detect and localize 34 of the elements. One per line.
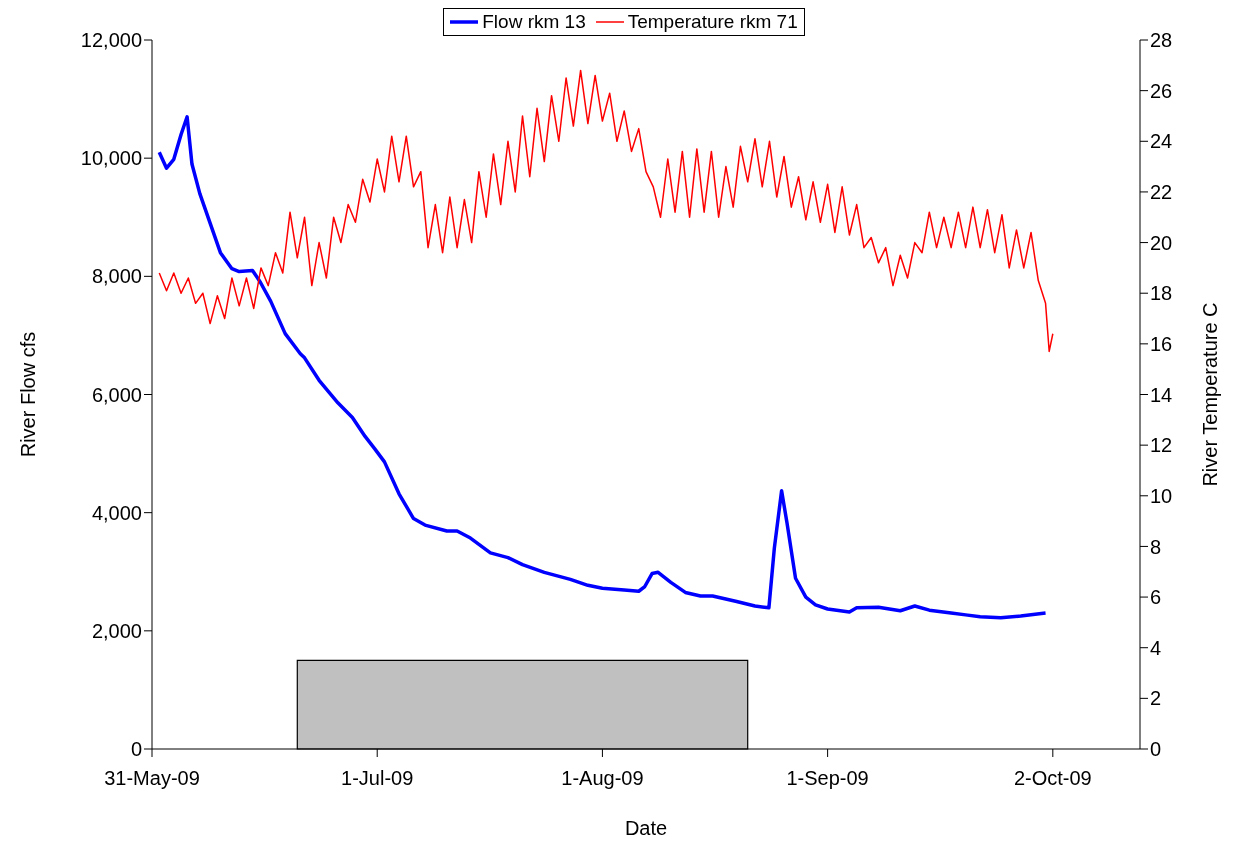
y2-tick-label: 18 [1150, 282, 1173, 305]
x-tick-label: 2-Oct-09 [1013, 767, 1092, 790]
y2-tick-label: 0 [1150, 738, 1162, 761]
legend-label: Flow rkm 13 [482, 11, 586, 33]
y2-tick-label: 20 [1150, 231, 1173, 254]
y-tick-label: 8,000 [91, 265, 142, 288]
y2-tick-label: 8 [1150, 535, 1162, 558]
y2-tick-label: 2 [1150, 687, 1162, 710]
y2-tick-label: 28 [1150, 29, 1173, 52]
y-tick-label: 10,000 [80, 147, 142, 170]
y-tick-label: 12,000 [80, 29, 142, 52]
line-series [158, 69, 1054, 353]
x-tick-label: 31-May-09 [104, 767, 200, 790]
y2-tick-label: 6 [1150, 586, 1162, 609]
y2-tick-label: 26 [1150, 79, 1173, 102]
x-tick-label: 1-Jul-09 [341, 767, 414, 790]
y-tick-label: 6,000 [91, 383, 142, 406]
line-series [157, 115, 1048, 620]
legend-label: Temperature rkm 71 [627, 11, 798, 33]
y2-tick-label: 16 [1150, 332, 1173, 355]
y-axis-title: River Flow cfs [17, 331, 40, 458]
y2-tick-label: 10 [1150, 484, 1173, 507]
y2-tick-label: 4 [1150, 636, 1162, 659]
y2-tick-label: 12 [1150, 434, 1173, 457]
y-tick-label: 0 [130, 738, 142, 761]
y-tick-label: 4,000 [91, 501, 142, 524]
y2-tick-label: 22 [1150, 181, 1173, 204]
y-tick-label: 2,000 [91, 619, 142, 642]
y2-tick-label: 24 [1150, 130, 1173, 153]
x-tick-label: 1-Sep-09 [786, 767, 869, 790]
x-axis-title: Date [624, 817, 668, 839]
y2-axis-title: River Temperature C [1199, 302, 1222, 487]
x-tick-label: 1-Aug-09 [561, 767, 644, 790]
y2-tick-label: 14 [1150, 383, 1173, 406]
